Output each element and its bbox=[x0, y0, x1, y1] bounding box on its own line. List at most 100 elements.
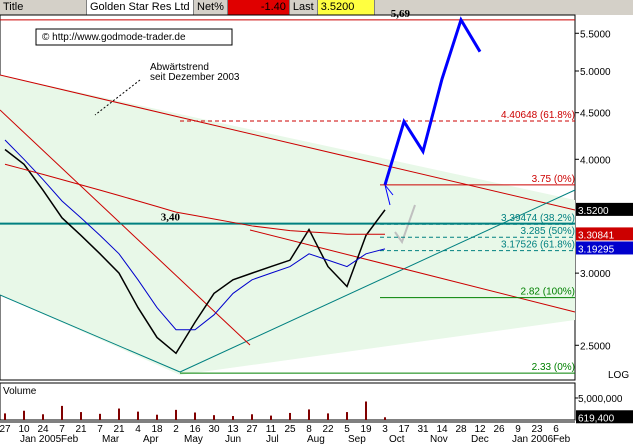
series-line bbox=[4, 163, 385, 235]
x-tick-label: 25 bbox=[284, 424, 296, 435]
x-tick-label: 19 bbox=[360, 424, 372, 435]
month-label: Aug bbox=[307, 434, 325, 445]
trend-line bbox=[249, 229, 576, 313]
volume-bar bbox=[270, 415, 272, 420]
y-tick-label: 5.5000 bbox=[580, 29, 611, 40]
month-label: Dec bbox=[471, 434, 489, 445]
x-tick-label: 9 bbox=[515, 424, 521, 435]
volume-bar bbox=[327, 413, 329, 420]
level-label: 3.285 (50%) bbox=[521, 226, 575, 237]
copyright-box bbox=[35, 28, 233, 46]
y-tick-label: 5,000,000 bbox=[578, 394, 623, 405]
volume-bar bbox=[4, 413, 6, 420]
level-label: 2.82 (100%) bbox=[521, 287, 575, 298]
x-tick-label: 2 bbox=[173, 424, 179, 435]
volume-pane bbox=[0, 382, 576, 421]
level-label: 3.17526 (61.8%) bbox=[501, 240, 575, 251]
month-label: Feb bbox=[553, 434, 571, 445]
volume-marker bbox=[576, 410, 633, 424]
month-label: Mar bbox=[102, 434, 120, 445]
x-tick-label: 10 bbox=[18, 424, 30, 435]
x-tick-label: 31 bbox=[417, 424, 429, 435]
price-marker bbox=[576, 241, 633, 255]
x-tick-label: 6 bbox=[553, 424, 559, 435]
volume-bar bbox=[156, 414, 158, 420]
x-tick-label: 5 bbox=[344, 424, 350, 435]
x-tick-label: 12 bbox=[474, 424, 486, 435]
series-line bbox=[383, 16, 482, 186]
y-tick-label: 3.0000 bbox=[580, 269, 611, 280]
y-tick-label: 2.5000 bbox=[580, 341, 611, 352]
annotation: Abwärtstrend seit Dezember 2003 bbox=[150, 62, 240, 83]
x-tick-label: 7 bbox=[97, 424, 103, 435]
level-label: 5,69 bbox=[391, 8, 411, 20]
volume-bar bbox=[61, 405, 63, 420]
price-marker-label: 3.30841 bbox=[578, 230, 615, 241]
month-label: Jan 2005 bbox=[20, 434, 62, 445]
arrow bbox=[394, 204, 416, 245]
x-tick-label: 26 bbox=[493, 424, 505, 435]
volume-bar bbox=[80, 412, 82, 420]
series-line bbox=[4, 148, 386, 355]
x-tick-label: 23 bbox=[531, 424, 543, 435]
x-tick-label: 30 bbox=[208, 424, 220, 435]
volume-bar bbox=[213, 415, 215, 420]
last-label: Last bbox=[290, 0, 318, 15]
x-tick-label: 21 bbox=[113, 424, 125, 435]
price-marker-label: 3.19295 bbox=[578, 244, 615, 255]
copyright: © http://www.godmode-trader.de bbox=[42, 32, 186, 43]
x-tick-label: 22 bbox=[322, 424, 334, 435]
volume-marker-label: 619,400 bbox=[578, 413, 615, 424]
volume-bar bbox=[175, 409, 177, 420]
trend-channel bbox=[0, 75, 575, 375]
header: Title Golden Star Res Ltd Net% -1.40 Las… bbox=[0, 0, 633, 15]
trend-line bbox=[0, 109, 251, 346]
trend-line bbox=[0, 294, 181, 373]
volume-bar bbox=[23, 410, 25, 420]
month-label: Jul bbox=[266, 434, 279, 445]
volume-bar bbox=[194, 412, 196, 420]
x-tick-label: 16 bbox=[189, 424, 201, 435]
price-marker bbox=[576, 227, 633, 241]
volume-label: Volume bbox=[3, 386, 37, 397]
volume-bar bbox=[346, 412, 348, 420]
month-label: Jan 2006 bbox=[512, 434, 554, 445]
price-marker bbox=[576, 202, 633, 216]
x-tick-label: 18 bbox=[151, 424, 163, 435]
y-tick-label: 5.0000 bbox=[580, 67, 611, 78]
x-tick-label: 11 bbox=[266, 424, 277, 435]
x-tick-label: 17 bbox=[398, 424, 410, 435]
month-label: Nov bbox=[430, 434, 448, 445]
price-marker-label: 3.5200 bbox=[578, 206, 609, 217]
volume-bar bbox=[251, 414, 253, 420]
level-label: 3,40 bbox=[161, 212, 181, 224]
volume-bar bbox=[99, 413, 101, 420]
month-label: Sep bbox=[348, 434, 366, 445]
month-label: May bbox=[184, 434, 203, 445]
title: Golden Star Res Ltd bbox=[87, 0, 194, 15]
x-tick-label: 7 bbox=[59, 424, 65, 435]
annotation-line: seit Dezember 2003 bbox=[150, 72, 240, 83]
x-tick-label: 8 bbox=[306, 424, 312, 435]
volume-bar bbox=[308, 409, 310, 420]
level-label: 2.33 (0%) bbox=[532, 362, 575, 373]
volume-bar bbox=[384, 417, 386, 420]
last: 3.5200 bbox=[317, 0, 375, 15]
y-tick-label: 4.0000 bbox=[580, 155, 611, 166]
month-label: Feb bbox=[61, 434, 79, 445]
series-line bbox=[4, 139, 386, 331]
x-tick-label: 27 bbox=[246, 424, 258, 435]
x-tick-label: 21 bbox=[75, 424, 87, 435]
annotation-line: Abwärtstrend bbox=[150, 62, 209, 73]
month-label: Oct bbox=[389, 434, 405, 445]
x-tick-label: 28 bbox=[455, 424, 467, 435]
x-tick-label: 4 bbox=[135, 424, 141, 435]
scale-label: LOG bbox=[608, 370, 629, 381]
month-label: Apr bbox=[143, 434, 159, 445]
title-label: Title bbox=[0, 0, 87, 15]
trend-line bbox=[0, 74, 576, 211]
x-tick-label: 27 bbox=[0, 424, 11, 435]
net-label: Net% bbox=[194, 0, 228, 15]
